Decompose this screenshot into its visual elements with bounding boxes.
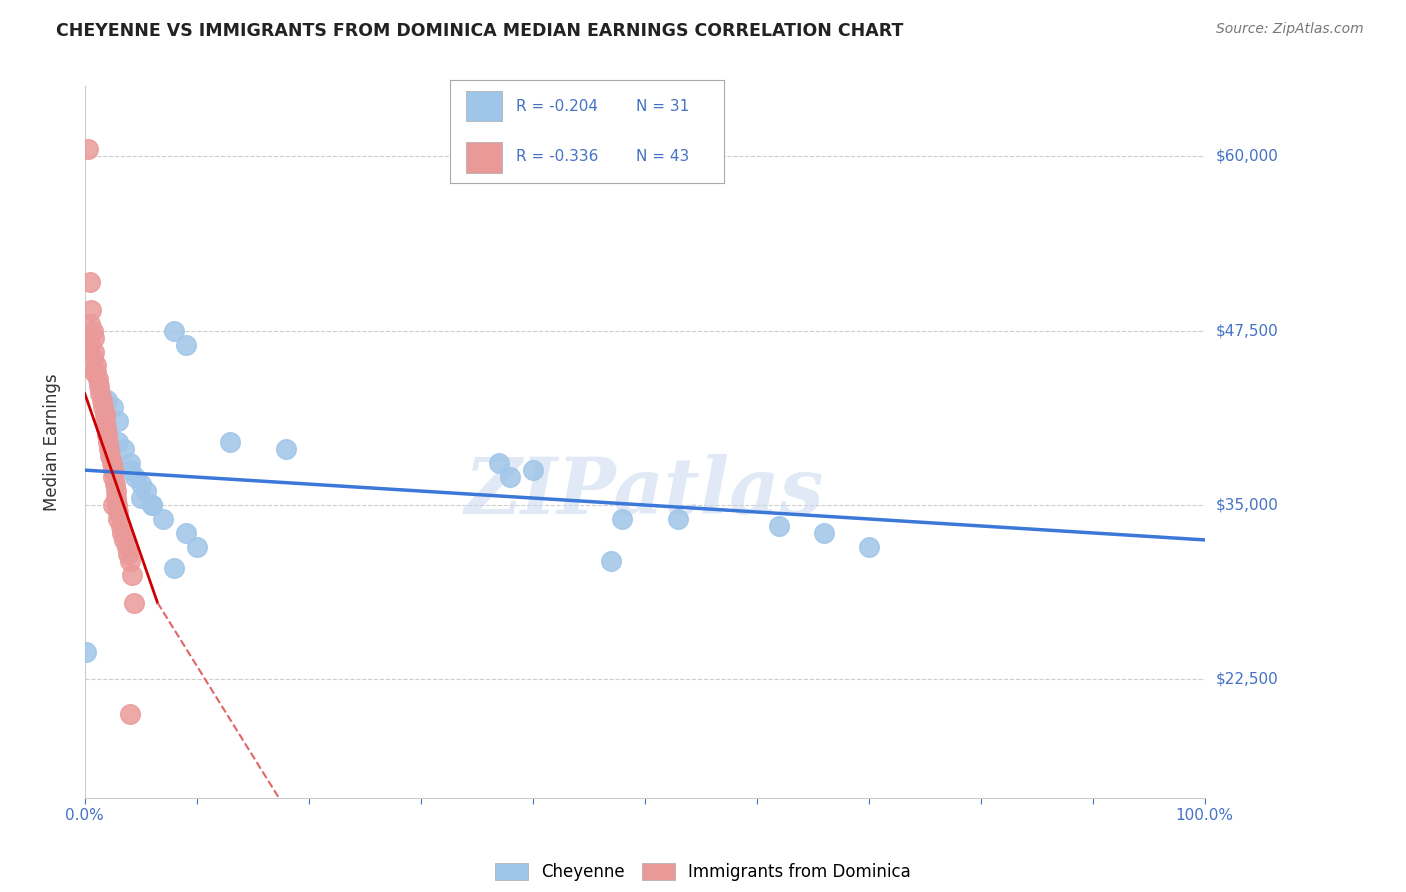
Point — [100, 456, 122, 470]
Point — [499, 470, 522, 484]
Point — [101, 498, 124, 512]
Point — [118, 707, 141, 722]
Text: $47,500: $47,500 — [1216, 323, 1278, 338]
Point — [107, 414, 129, 428]
Point — [813, 525, 835, 540]
Point — [82, 324, 104, 338]
Point — [276, 442, 298, 457]
Point — [75, 644, 97, 658]
Text: $60,000: $60,000 — [1216, 149, 1278, 163]
Point — [83, 330, 105, 344]
Point — [79, 275, 101, 289]
Point — [94, 407, 117, 421]
Point — [107, 505, 129, 519]
Point — [111, 525, 134, 540]
Text: CHEYENNE VS IMMIGRANTS FROM DOMINICA MEDIAN EARNINGS CORRELATION CHART: CHEYENNE VS IMMIGRANTS FROM DOMINICA MED… — [56, 22, 904, 40]
Point — [98, 442, 121, 457]
Point — [105, 484, 128, 499]
Text: R = -0.204: R = -0.204 — [516, 99, 598, 114]
Point — [117, 540, 139, 554]
Point — [768, 519, 790, 533]
Point — [90, 393, 112, 408]
Point — [112, 533, 135, 547]
Point — [163, 324, 186, 338]
Point — [84, 366, 107, 380]
Point — [112, 442, 135, 457]
Point — [80, 302, 103, 317]
Point — [104, 477, 127, 491]
Text: N = 43: N = 43 — [637, 149, 689, 164]
Point — [219, 435, 242, 450]
Text: $22,500: $22,500 — [1216, 672, 1278, 687]
Point — [79, 337, 101, 351]
Legend: Cheyenne, Immigrants from Dominica: Cheyenne, Immigrants from Dominica — [488, 856, 918, 888]
Point — [129, 477, 152, 491]
Point — [141, 498, 163, 512]
Point — [94, 421, 117, 435]
Point — [107, 512, 129, 526]
Point — [94, 414, 117, 428]
Point — [96, 393, 118, 408]
Point — [79, 317, 101, 331]
Point — [122, 596, 145, 610]
Point — [89, 386, 111, 401]
Point — [121, 567, 143, 582]
Point — [174, 525, 197, 540]
FancyBboxPatch shape — [467, 142, 502, 173]
Point — [118, 456, 141, 470]
Point — [129, 491, 152, 505]
Point — [107, 435, 129, 450]
Point — [84, 359, 107, 373]
Point — [600, 554, 623, 568]
Point — [522, 463, 544, 477]
Point — [152, 512, 174, 526]
Point — [124, 470, 146, 484]
Point — [117, 547, 139, 561]
Point — [101, 470, 124, 484]
Point — [135, 484, 157, 499]
Point — [612, 512, 634, 526]
Text: Source: ZipAtlas.com: Source: ZipAtlas.com — [1216, 22, 1364, 37]
Point — [105, 491, 128, 505]
Point — [97, 435, 120, 450]
Point — [141, 498, 163, 512]
Point — [91, 401, 114, 415]
Text: N = 31: N = 31 — [637, 99, 689, 114]
Point — [105, 498, 128, 512]
Point — [89, 379, 111, 393]
Point — [858, 540, 880, 554]
Point — [77, 142, 100, 156]
Point — [174, 337, 197, 351]
Point — [186, 540, 208, 554]
Point — [82, 351, 104, 366]
Point — [118, 463, 141, 477]
Text: R = -0.336: R = -0.336 — [516, 149, 598, 164]
Point — [110, 519, 132, 533]
FancyBboxPatch shape — [467, 91, 502, 121]
Point — [101, 463, 124, 477]
Point — [83, 366, 105, 380]
Point — [666, 512, 689, 526]
Point — [118, 554, 141, 568]
Point — [96, 428, 118, 442]
Y-axis label: Median Earnings: Median Earnings — [44, 374, 60, 511]
Point — [83, 344, 105, 359]
Point — [87, 372, 110, 386]
Point — [488, 456, 510, 470]
Text: $35,000: $35,000 — [1216, 498, 1278, 513]
Point — [100, 449, 122, 463]
Point — [163, 561, 186, 575]
Point — [101, 401, 124, 415]
Text: ZIPatlas: ZIPatlas — [465, 454, 824, 530]
